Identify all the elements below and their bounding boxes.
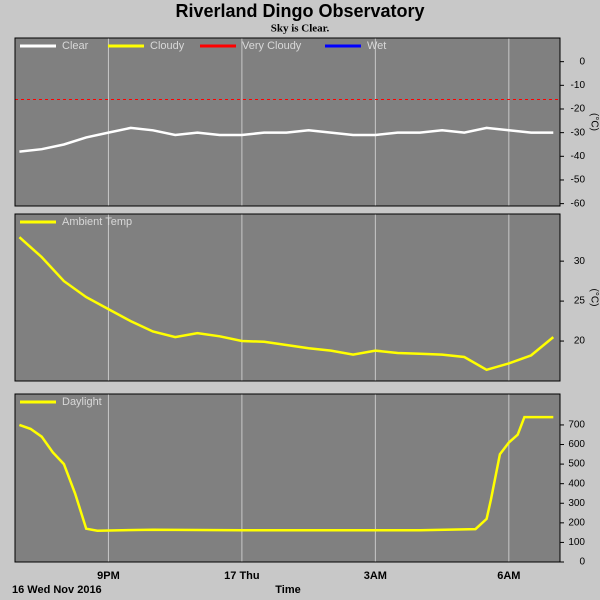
y-tick-label: -30 — [571, 127, 586, 138]
legend-label: Daylight — [62, 396, 102, 408]
legend-label: Wet — [367, 40, 386, 52]
y-tick-label: 500 — [568, 459, 585, 470]
panel — [15, 38, 560, 206]
legend-label: Very Cloudy — [242, 40, 302, 52]
x-tick-label: 9PM — [97, 570, 120, 582]
x-tick-label: 3AM — [364, 570, 387, 582]
panel-frame — [14, 37, 561, 207]
y-tick-label: 20 — [574, 336, 586, 347]
legend-label: Cloudy — [150, 40, 185, 52]
data-line — [19, 126, 554, 153]
panel — [15, 394, 560, 562]
x-axis-label: Time — [275, 584, 300, 596]
y-tick-label: -10 — [571, 80, 586, 91]
y-tick-label: -20 — [571, 104, 586, 115]
y-tick-label: -40 — [571, 151, 586, 162]
y-tick-label: 300 — [568, 498, 585, 509]
data-line — [18, 415, 554, 532]
legend-label: Clear — [62, 40, 89, 52]
y-tick-label: 30 — [574, 256, 586, 267]
y-tick-label: -50 — [571, 175, 586, 186]
x-tick-label: 17 Thu — [224, 570, 259, 582]
chart-subtitle: Sky is Clear. — [271, 23, 330, 35]
y-axis-label: (°C) — [588, 289, 599, 307]
legend-label: Ambient Temp — [62, 216, 132, 228]
chart-title: Riverland Dingo Observatory — [175, 1, 424, 21]
panel — [15, 214, 560, 381]
y-axis-label: (°C) — [588, 113, 599, 131]
panel-frame — [14, 213, 561, 382]
y-tick-label: 400 — [568, 478, 585, 489]
y-tick-label: 25 — [574, 296, 586, 307]
panel-frame — [14, 393, 561, 563]
y-tick-label: -60 — [571, 198, 586, 209]
y-tick-label: 200 — [568, 517, 585, 528]
y-tick-label: 0 — [579, 56, 585, 67]
y-tick-label: 600 — [568, 439, 585, 450]
y-tick-label: 100 — [568, 537, 585, 548]
y-tick-label: 0 — [579, 557, 585, 568]
data-line — [18, 236, 555, 372]
x-tick-label: 6AM — [497, 570, 520, 582]
date-label: 16 Wed Nov 2016 — [12, 584, 102, 596]
y-tick-label: 700 — [568, 420, 585, 431]
